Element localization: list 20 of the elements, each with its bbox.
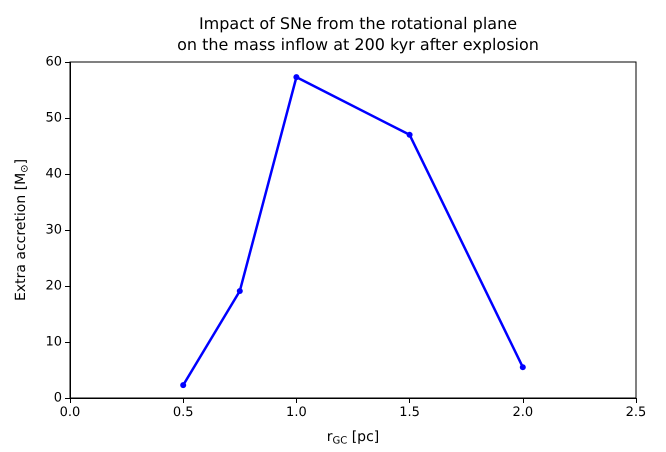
y-axis-title: Extra accretion [M⊙] — [13, 158, 30, 302]
x-tick-label: 2.0 — [512, 405, 534, 420]
point — [520, 364, 526, 370]
x-tick-label: 2.5 — [626, 405, 646, 420]
y-tick-label: 20 — [45, 278, 62, 294]
y-tick-label: 30 — [45, 222, 62, 238]
x-tick-label: 1.5 — [399, 405, 420, 420]
point — [180, 382, 186, 388]
chart-title: Impact of SNe from the rotational plane on the mass inflow at 200 kyr after explosion — [177, 14, 539, 54]
point — [236, 288, 243, 294]
y-tick-label: 10 — [45, 334, 62, 350]
y-tick-label: 60 — [45, 54, 62, 70]
y-tick-label: 0 — [54, 390, 62, 406]
y-tick-label: 40 — [45, 166, 62, 182]
point — [406, 132, 413, 138]
x-tick-label: 0.5 — [172, 405, 194, 420]
x-tick-label: 0.0 — [60, 405, 80, 420]
y-tick-label: 50 — [45, 110, 62, 126]
x-tick-label: 1.0 — [286, 405, 307, 420]
point — [293, 74, 300, 80]
